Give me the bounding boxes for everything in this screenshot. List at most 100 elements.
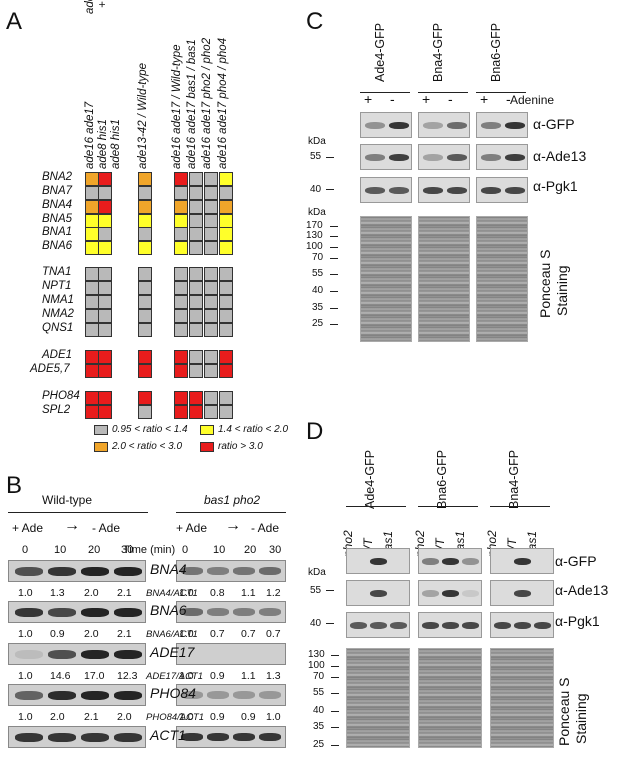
ratio-cell [85, 172, 99, 186]
ratio-cell [174, 214, 188, 228]
ratio-value-wt: 2.0 [117, 711, 132, 723]
col-header-2c: ade8 his1 [110, 119, 122, 169]
northern-band [259, 733, 281, 741]
ratio-value-wt: 0.9 [50, 628, 65, 640]
group-wild-type-line [8, 512, 148, 513]
ratio-value-wt: 14.6 [50, 670, 71, 682]
ratio-cell [98, 200, 112, 214]
d-blot-band [422, 622, 439, 629]
col-header-2a: ade16 ade17 [84, 0, 96, 14]
ratio-cell [85, 267, 99, 281]
time-label-wt: 10 [54, 544, 67, 556]
ratio-cell [189, 364, 203, 378]
ratio-cell [138, 241, 152, 255]
ratio-value-mut: 1.2 [266, 587, 281, 599]
col-header-1b: ade8 his1 [97, 119, 109, 169]
c-blot-band [447, 187, 467, 194]
c-blot [418, 177, 470, 203]
ratio-cell [204, 241, 218, 255]
c-blot [418, 144, 470, 170]
c-ladder-mw: 100 [306, 241, 323, 252]
d-blot-band [514, 622, 531, 629]
d-ponceau-label: Ponceau S [556, 677, 572, 747]
legend-swatch-yellow [200, 425, 214, 435]
legend-text-red: ratio > 3.0 [218, 441, 263, 452]
ratio-cell [85, 309, 99, 323]
gene-label-bna1: BNA1 [42, 226, 73, 238]
ratio-cell [98, 295, 112, 309]
ratio-cell [204, 309, 218, 323]
c-strain-label: Bna6-GFP [489, 22, 503, 82]
ratio-value-wt: 2.1 [117, 628, 132, 640]
c-blot-band [447, 122, 467, 129]
gene-label-npt1: NPT1 [42, 280, 72, 292]
northern-band [233, 567, 255, 575]
ratio-cell [204, 405, 218, 419]
c-blot-band [365, 154, 385, 161]
ratio-cell [189, 323, 203, 337]
col-header-7: ade16 ade17 pho4 / pho4 [217, 37, 229, 169]
legend-swatch-red [200, 442, 214, 452]
northern-band [15, 567, 43, 576]
northern-gene-label: ADE17 [150, 644, 195, 660]
northern-blot-wt [8, 684, 146, 706]
ratio-cell [98, 405, 112, 419]
northern-band [207, 608, 229, 616]
ratio-cell [189, 227, 203, 241]
c-ladder-mw: 40 [312, 285, 324, 296]
c-staining-label: Staining [554, 265, 570, 316]
ratio-cell [219, 172, 233, 186]
ratio-cell [204, 281, 218, 295]
ratio-cell [174, 267, 188, 281]
northern-band [15, 733, 43, 742]
d-ladder-mw: 70 [313, 671, 325, 682]
ratio-cell [85, 350, 99, 364]
group-wild-type: Wild-type [42, 493, 93, 507]
c-ponceau-label: Ponceau S [537, 249, 553, 319]
c-blot-band [447, 154, 467, 161]
ratio-label: PHO84/ACT1 [146, 712, 205, 723]
d-ab-gfp: α-GFP [555, 553, 597, 569]
ratio-cell [174, 323, 188, 337]
ratio-value-mut: 1.0 [179, 587, 194, 599]
northern-band [81, 567, 109, 576]
c-kda-ladder: kDa [308, 207, 326, 218]
panel-d-letter: D [306, 418, 324, 445]
c-ladder-mw: 35 [312, 302, 324, 313]
ratio-cell [138, 186, 152, 200]
d-blot [346, 612, 410, 638]
ratio-value-wt: 1.3 [50, 587, 65, 599]
ratio-cell [174, 295, 188, 309]
time-label-mut: 20 [244, 544, 257, 556]
northern-band [15, 650, 43, 659]
ratio-cell [219, 295, 233, 309]
northern-band [114, 650, 142, 659]
d-blot-band [370, 590, 387, 597]
northern-gene-label: BNA6 [150, 602, 187, 618]
ratio-value-mut: 0.8 [210, 587, 225, 599]
ratio-cell [174, 200, 188, 214]
c-strain-label: Bna4-GFP [431, 22, 445, 82]
col-header-3: ade13-42 / Wild-type [137, 62, 149, 169]
ratio-cell [85, 241, 99, 255]
c-ladder-tick [330, 236, 338, 237]
ratio-cell [98, 241, 112, 255]
ratio-cell [98, 214, 112, 228]
ratio-cell [138, 309, 152, 323]
time-axis-label: Time (min) [123, 544, 176, 556]
c-ladder-tick [330, 274, 338, 275]
gene-label-spl2: SPL2 [42, 404, 71, 416]
ratio-cell [219, 281, 233, 295]
time-label-wt: 0 [22, 544, 29, 556]
d-staining-label: Staining [573, 693, 589, 744]
d-blot-band [442, 622, 459, 629]
ratio-cell [138, 323, 152, 337]
c-ladder-tick [330, 291, 338, 292]
ratio-cell [138, 214, 152, 228]
ratio-cell [174, 172, 188, 186]
northern-band [81, 650, 109, 659]
ratio-value-mut: 1.1 [241, 670, 256, 682]
ratio-value-wt: 2.0 [84, 628, 99, 640]
d-ladder-tick [331, 677, 339, 678]
ratio-value-mut: 0.9 [241, 711, 256, 723]
